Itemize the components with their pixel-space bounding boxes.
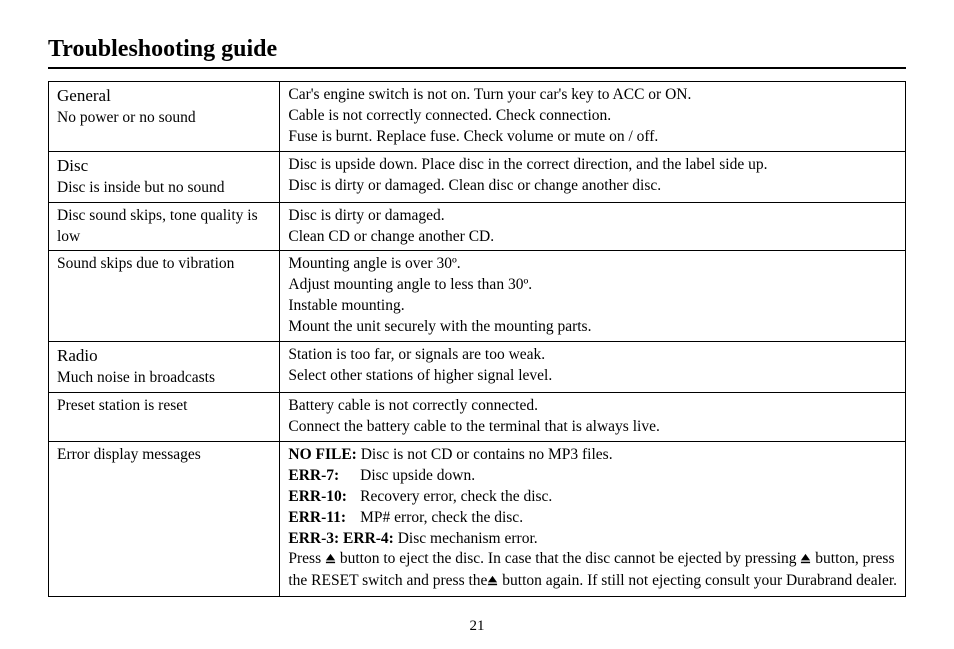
solution-line: Car's engine switch is not on. Turn your… bbox=[288, 86, 691, 103]
problem-cell: Error display messages bbox=[49, 441, 280, 596]
error-text: MP# error, check the disc. bbox=[360, 509, 523, 526]
troubleshooting-table: General No power or no sound Car's engin… bbox=[48, 81, 906, 597]
solution-cell: Disc is upside down. Place disc in the c… bbox=[280, 151, 906, 202]
table-row: Disc Disc is inside but no sound Disc is… bbox=[49, 151, 906, 202]
solution-line: Cable is not correctly connected. Check … bbox=[288, 107, 611, 124]
error-trail-a: Press bbox=[288, 550, 325, 567]
error-label: NO FILE: bbox=[288, 446, 356, 463]
table-row: Disc sound skips, tone quality is low Di… bbox=[49, 202, 906, 251]
error-text: Disc mechanism error. bbox=[394, 530, 538, 547]
solution-line: Clean CD or change another CD. bbox=[288, 228, 494, 245]
table-row: General No power or no sound Car's engin… bbox=[49, 82, 906, 152]
page-number: 21 bbox=[0, 618, 954, 635]
solution-line: Mount the unit securely with the mountin… bbox=[288, 318, 591, 335]
page-title: Troubleshooting guide bbox=[48, 36, 906, 63]
problem-text: Error display messages bbox=[57, 446, 201, 463]
page: Troubleshooting guide General No power o… bbox=[0, 0, 954, 649]
problem-text: Disc sound skips, tone quality is low bbox=[57, 207, 258, 245]
solution-line: Station is too far, or signals are too w… bbox=[288, 346, 545, 363]
table-row: Preset station is reset Battery cable is… bbox=[49, 393, 906, 442]
error-trail-d: button again. If still not ejecting cons… bbox=[498, 572, 897, 589]
problem-text: Sound skips due to vibration bbox=[57, 255, 234, 272]
solution-line: Select other stations of higher signal l… bbox=[288, 367, 552, 384]
table-row: Radio Much noise in broadcasts Station i… bbox=[49, 342, 906, 393]
error-text: Recovery error, check the disc. bbox=[360, 488, 552, 505]
problem-cell: Radio Much noise in broadcasts bbox=[49, 342, 280, 393]
section-heading: Disc bbox=[57, 156, 88, 175]
section-heading: General bbox=[57, 86, 111, 105]
error-label: ERR-7: bbox=[288, 466, 352, 487]
problem-cell: Sound skips due to vibration bbox=[49, 251, 280, 342]
solution-line: Disc is dirty or damaged. bbox=[288, 207, 444, 224]
eject-icon bbox=[325, 550, 336, 571]
solution-line: Mounting angle is over 30º. bbox=[288, 255, 460, 272]
table-row: Error display messages NO FILE: Disc is … bbox=[49, 441, 906, 596]
problem-cell: Disc Disc is inside but no sound bbox=[49, 151, 280, 202]
error-text: Disc upside down. bbox=[360, 467, 475, 484]
table-row: Sound skips due to vibration Mounting an… bbox=[49, 251, 906, 342]
problem-cell: Preset station is reset bbox=[49, 393, 280, 442]
error-label: ERR-3: ERR-4: bbox=[288, 530, 393, 547]
solution-cell: Car's engine switch is not on. Turn your… bbox=[280, 82, 906, 152]
solution-line: Battery cable is not correctly connected… bbox=[288, 397, 538, 414]
solution-line: Instable mounting. bbox=[288, 297, 404, 314]
problem-text: Much noise in broadcasts bbox=[57, 369, 215, 386]
solution-line: Fuse is burnt. Replace fuse. Check volum… bbox=[288, 128, 658, 145]
eject-icon bbox=[800, 550, 811, 571]
solution-line: Adjust mounting angle to less than 30º. bbox=[288, 276, 532, 293]
table-body: General No power or no sound Car's engin… bbox=[49, 82, 906, 597]
solution-cell: Battery cable is not correctly connected… bbox=[280, 393, 906, 442]
solution-line: Disc is dirty or damaged. Clean disc or … bbox=[288, 177, 661, 194]
error-text: Disc is not CD or contains no MP3 files. bbox=[357, 446, 613, 463]
eject-icon bbox=[487, 572, 498, 593]
error-label: ERR-10: bbox=[288, 487, 352, 508]
solution-cell: Station is too far, or signals are too w… bbox=[280, 342, 906, 393]
problem-cell: Disc sound skips, tone quality is low bbox=[49, 202, 280, 251]
solution-line: Disc is upside down. Place disc in the c… bbox=[288, 156, 767, 173]
problem-text: Disc is inside but no sound bbox=[57, 179, 225, 196]
error-label: ERR-11: bbox=[288, 508, 352, 529]
error-trail-b: button to eject the disc. In case that t… bbox=[336, 550, 800, 567]
solution-line: Connect the battery cable to the termina… bbox=[288, 418, 659, 435]
problem-text: No power or no sound bbox=[57, 109, 196, 126]
solution-cell: NO FILE: Disc is not CD or contains no M… bbox=[280, 441, 906, 596]
section-heading: Radio bbox=[57, 346, 98, 365]
problem-cell: General No power or no sound bbox=[49, 82, 280, 152]
problem-text: Preset station is reset bbox=[57, 397, 187, 414]
solution-cell: Disc is dirty or damaged. Clean CD or ch… bbox=[280, 202, 906, 251]
solution-cell: Mounting angle is over 30º. Adjust mount… bbox=[280, 251, 906, 342]
title-rule bbox=[48, 67, 906, 69]
